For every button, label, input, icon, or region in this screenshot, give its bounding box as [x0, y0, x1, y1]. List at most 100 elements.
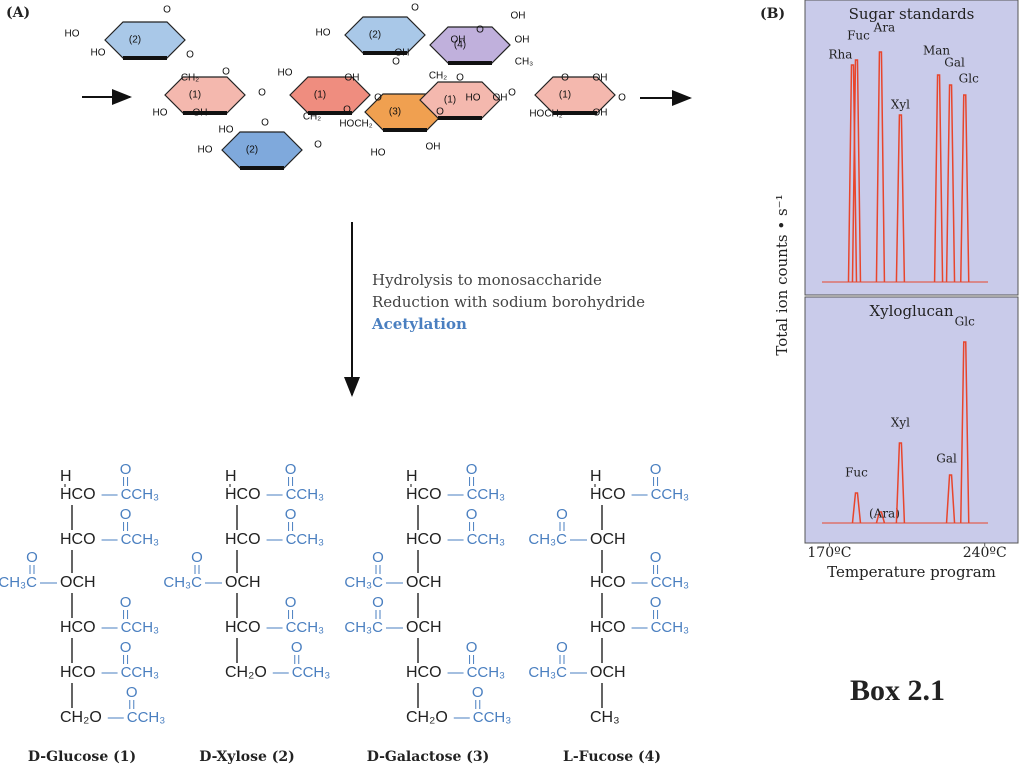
- peak-label: Fuc: [847, 29, 870, 43]
- ring-label: OH: [515, 35, 530, 46]
- peak-label: Glc: [955, 315, 975, 329]
- sugar-name: L-Fucose (4): [563, 749, 661, 765]
- sugar-name: D-Glucose (1): [28, 749, 136, 765]
- ring-label: HO: [91, 48, 106, 59]
- group: CH₂O: [406, 709, 448, 726]
- peak: [851, 59, 862, 283]
- ring-label: OH: [193, 108, 208, 119]
- ring-label: CH₃: [515, 57, 534, 68]
- acetyl: CH₃C: [344, 574, 383, 591]
- peak-label: Gal: [944, 56, 965, 70]
- acetyl: CCH₃: [467, 664, 506, 681]
- x-tick-label: 240ºC: [963, 545, 1007, 561]
- peak-label: Man: [923, 44, 950, 58]
- acetyl: CCH₃: [286, 531, 325, 548]
- group: HCO: [406, 664, 442, 681]
- acetyl: CH₃C: [344, 619, 383, 636]
- ring-label: O: [186, 50, 194, 61]
- peak: [847, 64, 858, 283]
- carbonyl: O: [26, 549, 38, 566]
- peak: [960, 341, 970, 524]
- ring-label: HO: [466, 93, 481, 104]
- step: Acetylation: [371, 315, 467, 333]
- sugar-name: D-Xylose (2): [199, 749, 295, 765]
- peak: [933, 74, 944, 283]
- carbonyl: O: [285, 506, 297, 523]
- ring-label: HO: [219, 125, 234, 136]
- ring-label: HO: [198, 145, 213, 156]
- acetyl: CCH₃: [651, 486, 690, 503]
- panel-title: Sugar standards: [849, 5, 975, 23]
- ring-label: OH: [451, 35, 466, 46]
- group: OCH: [406, 574, 442, 591]
- acetyl: CH₃C: [0, 574, 37, 591]
- sugar-ring: [429, 26, 511, 64]
- ring-label: O: [508, 88, 516, 99]
- acetyl: CCH₃: [121, 619, 160, 636]
- panel-title: Xyloglucan: [869, 302, 953, 320]
- carbonyl: O: [120, 594, 132, 611]
- carbonyl: O: [556, 639, 568, 656]
- ring-label: OH: [426, 142, 441, 153]
- acetyl: CCH₃: [467, 531, 506, 548]
- group: OCH: [590, 664, 626, 681]
- peak-label: Ara: [873, 21, 896, 35]
- group: HCO: [225, 486, 261, 503]
- carbonyl: O: [472, 684, 484, 701]
- peak: [945, 84, 956, 283]
- peak-label: Xyl: [891, 416, 910, 430]
- ring-label: CH₂: [429, 71, 447, 82]
- ring-label: O: [258, 88, 266, 99]
- ring-label: O: [261, 118, 269, 129]
- carbonyl: O: [650, 549, 662, 566]
- carbonyl: O: [650, 594, 662, 611]
- sugar-ring: [344, 16, 426, 54]
- group: OCH: [60, 574, 96, 591]
- group: HCO: [60, 531, 96, 548]
- group: OCH: [590, 531, 626, 548]
- group: HCO: [225, 619, 261, 636]
- ring-label: HO: [153, 108, 168, 119]
- peak-label: Xyl: [891, 98, 910, 112]
- peak: [851, 492, 862, 524]
- ring-label: O: [436, 107, 444, 118]
- acetyl: CCH₃: [473, 709, 512, 726]
- acetyl: CH₃C: [528, 664, 567, 681]
- carbonyl: O: [650, 461, 662, 478]
- ring-label: OH: [511, 11, 526, 22]
- atom: H: [590, 468, 602, 485]
- carbonyl: O: [120, 506, 132, 523]
- group: OCH: [225, 574, 261, 591]
- group: HCO: [406, 531, 442, 548]
- acetyl: CCH₃: [127, 709, 166, 726]
- carbonyl: O: [120, 639, 132, 656]
- sugar-name: D-Galactose (3): [367, 749, 490, 765]
- carbonyl: O: [466, 461, 478, 478]
- ring-number: (1): [444, 95, 456, 106]
- ring-label: OH: [593, 108, 608, 119]
- ring-number: (4): [454, 40, 466, 51]
- acetyl: CCH₃: [121, 486, 160, 503]
- ring-number: (2): [129, 35, 141, 46]
- peak-label: Fuc: [845, 466, 868, 480]
- carbonyl: O: [466, 506, 478, 523]
- carbonyl: O: [191, 549, 203, 566]
- ring-label: O: [561, 73, 569, 84]
- ring-label: O: [456, 73, 464, 84]
- peak: [895, 442, 906, 524]
- ring-label: O: [222, 67, 230, 78]
- peak-label: Rha: [829, 48, 853, 62]
- carbonyl: O: [291, 639, 303, 656]
- group: HCO: [590, 486, 626, 503]
- ring-label: CH₂: [303, 112, 321, 123]
- ring-label: O: [163, 5, 171, 16]
- atom: H: [225, 468, 237, 485]
- acetyl: CCH₃: [651, 574, 690, 591]
- group: HCO: [225, 531, 261, 548]
- peak: [895, 114, 906, 283]
- ring-label: O: [618, 93, 626, 104]
- ring-number: (3): [389, 107, 401, 118]
- group: HCO: [590, 619, 626, 636]
- ring-label: OH: [345, 73, 360, 84]
